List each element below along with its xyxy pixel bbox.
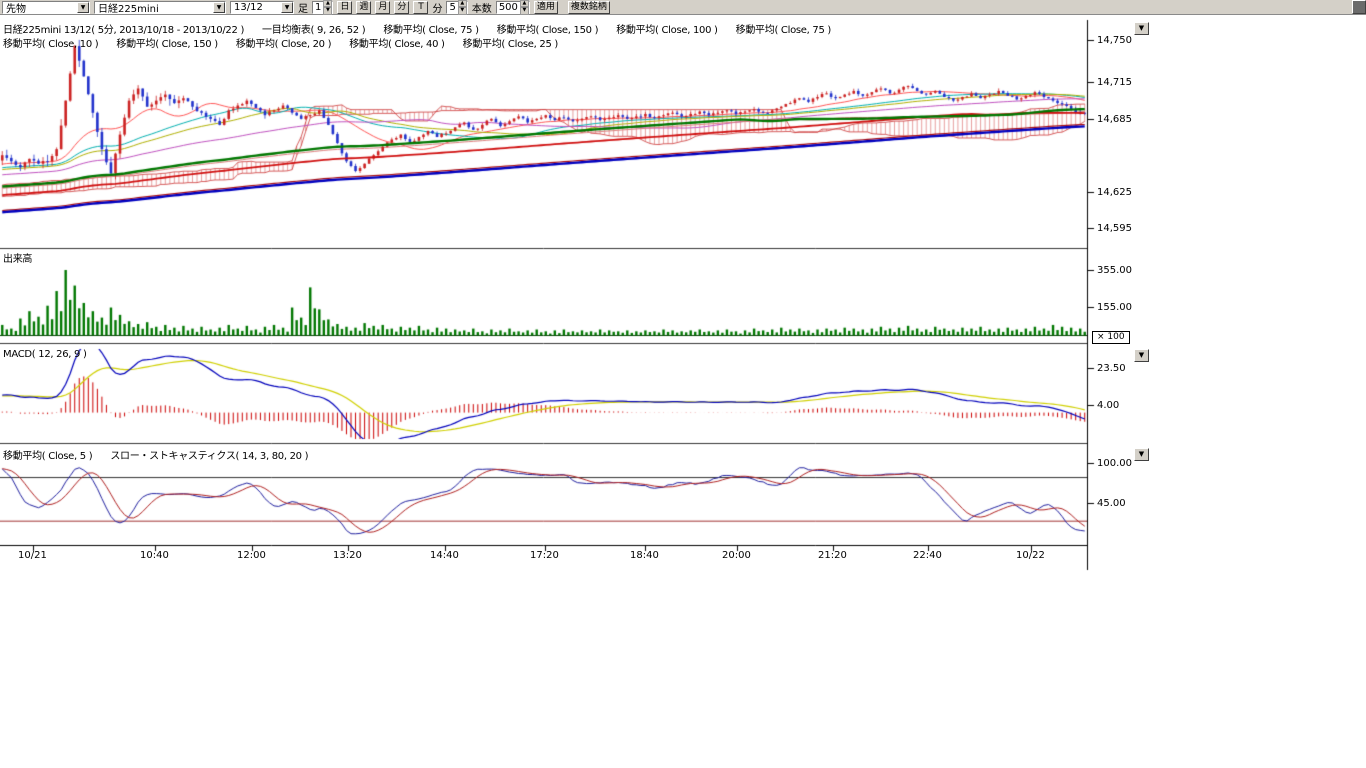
x-axis-label: 20:00 bbox=[722, 550, 751, 561]
legend-item: 移動平均( Close, 150 ) bbox=[116, 39, 218, 50]
spin-down-icon[interactable]: ▼ bbox=[519, 7, 529, 15]
x-axis-label: 17:20 bbox=[530, 550, 559, 561]
legend-item: 移動平均( Close, 10 ) bbox=[3, 39, 99, 50]
x-axis-label: 18:40 bbox=[630, 550, 659, 561]
chevron-down-icon[interactable]: ▼ bbox=[77, 1, 89, 13]
x-axis-label: 14:40 bbox=[430, 550, 459, 561]
chevron-down-icon[interactable]: ▼ bbox=[213, 1, 225, 13]
legend-item-ichimoku: 一目均衡表( 9, 26, 52 ) bbox=[262, 25, 366, 36]
spin-up-icon[interactable]: ▲ bbox=[457, 0, 467, 7]
macd-axis-tick: 23.50 bbox=[1097, 363, 1126, 374]
bar-count-label: 本数 bbox=[471, 3, 492, 15]
stoch-panel-dropdown-button[interactable]: ▼ bbox=[1134, 448, 1149, 461]
multi-symbol-button[interactable]: 複数銘柄 bbox=[567, 0, 610, 14]
stoch-label: スロー・ストキャスティクス( 14, 3, 80, 20 ) bbox=[110, 451, 309, 462]
period-day-button[interactable]: 日 bbox=[337, 0, 353, 14]
x-axis-label: 12:00 bbox=[237, 550, 266, 561]
x-axis-label: 13:20 bbox=[333, 550, 362, 561]
legend-item: 移動平均( Close, 20 ) bbox=[235, 39, 332, 50]
macd-panel-dropdown-button[interactable]: ▼ bbox=[1134, 349, 1149, 362]
legend-item: 移動平均( Close, 40 ) bbox=[349, 39, 445, 50]
price-axis-tick: 14,625 bbox=[1097, 187, 1132, 198]
instrument-type-value: 先物 bbox=[6, 3, 26, 15]
bar-value: 1 bbox=[315, 1, 322, 13]
legend-item: 移動平均( Close, 100 ) bbox=[616, 25, 718, 36]
minute-value: 5 bbox=[449, 1, 456, 13]
window-icon[interactable] bbox=[1352, 0, 1366, 14]
stoch-axis-tick: 100.00 bbox=[1097, 458, 1132, 469]
price-axis-tick: 14,715 bbox=[1097, 77, 1132, 88]
minute-value-spinner[interactable]: 5 ▲ ▼ bbox=[446, 0, 468, 15]
x-axis-label: 10/21 bbox=[18, 550, 47, 561]
legend-item: 移動平均( Close, 150 ) bbox=[496, 25, 599, 36]
chevron-down-icon[interactable]: ▼ bbox=[281, 1, 293, 13]
macd-label: MACD( 12, 26, 9 ) bbox=[3, 349, 87, 360]
chart-canvas bbox=[0, 15, 1100, 571]
volume-axis-tick: 355.00 bbox=[1097, 265, 1132, 276]
bar-count-spinner[interactable]: 500 ▲ ▼ bbox=[495, 0, 530, 15]
period-week-button[interactable]: 週 bbox=[356, 0, 372, 14]
x-axis-label: 10/22 bbox=[1016, 550, 1045, 561]
legend-item: 移動平均( Close, 25 ) bbox=[462, 39, 559, 50]
symbol-value: 日経225mini bbox=[98, 3, 159, 15]
legend-row-1: 日経225mini 13/12( 5分, 2013/10/18 - 2013/1… bbox=[3, 21, 831, 36]
x-axis-label: 22:40 bbox=[913, 550, 942, 561]
spinner-arrows[interactable]: ▲ ▼ bbox=[457, 0, 467, 15]
stoch-ma-label: 移動平均( Close, 5 ) bbox=[3, 451, 93, 462]
legend-item-title: 日経225mini 13/12( 5分, 2013/10/18 - 2013/1… bbox=[3, 25, 245, 36]
legend-item: 移動平均( Close, 75 ) bbox=[383, 25, 479, 36]
legend-item: 移動平均( Close, 75 ) bbox=[735, 25, 832, 36]
spinner-arrows[interactable]: ▲ ▼ bbox=[519, 0, 529, 15]
volume-axis-tick: 155.00 bbox=[1097, 302, 1132, 313]
price-axis-tick: 14,595 bbox=[1097, 223, 1132, 234]
contract-select[interactable]: 13/12 ▼ bbox=[230, 0, 294, 14]
period-tick-button[interactable]: T bbox=[413, 0, 429, 14]
spin-up-icon[interactable]: ▲ bbox=[323, 0, 333, 7]
spin-down-icon[interactable]: ▼ bbox=[457, 7, 467, 15]
spin-down-icon[interactable]: ▼ bbox=[323, 7, 333, 15]
spin-up-icon[interactable]: ▲ bbox=[519, 0, 529, 7]
volume-multiplier-badge: × 100 bbox=[1092, 331, 1130, 344]
spinner-arrows[interactable]: ▲ ▼ bbox=[323, 0, 333, 15]
apply-button[interactable]: 適用 bbox=[533, 0, 558, 14]
x-axis-label: 10:40 bbox=[140, 550, 169, 561]
stoch-axis-tick: 45.00 bbox=[1097, 498, 1126, 509]
instrument-type-select[interactable]: 先物 ▼ bbox=[2, 0, 90, 15]
contract-value: 13/12 bbox=[234, 1, 263, 13]
macd-axis-tick: 4.00 bbox=[1097, 400, 1120, 411]
price-panel-dropdown-button[interactable]: ▼ bbox=[1134, 22, 1149, 35]
x-axis-label: 21:20 bbox=[818, 550, 847, 561]
volume-label: 出来高 bbox=[3, 254, 33, 265]
bar-count-value: 500 bbox=[498, 1, 518, 13]
bar-value-spinner[interactable]: 1 ▲ ▼ bbox=[312, 0, 334, 15]
price-axis-tick: 14,750 bbox=[1097, 35, 1132, 46]
toolbar: 先物 ▼ 日経225mini ▼ 13/12 ▼ 足 1 ▲ ▼ 日 週 月 分 … bbox=[0, 0, 1366, 15]
legend-row-2: 移動平均( Close, 10 ) 移動平均( Close, 150 ) 移動平… bbox=[3, 35, 558, 50]
price-axis-tick: 14,685 bbox=[1097, 114, 1132, 125]
symbol-select[interactable]: 日経225mini ▼ bbox=[94, 0, 226, 15]
period-minute-button[interactable]: 分 bbox=[394, 0, 410, 14]
period-month-button[interactable]: 月 bbox=[375, 0, 391, 14]
minute-label: 分 bbox=[432, 3, 443, 15]
bar-type-label: 足 bbox=[298, 3, 308, 15]
stoch-label-row: 移動平均( Close, 5 ) スロー・ストキャスティクス( 14, 3, 8… bbox=[3, 447, 309, 462]
